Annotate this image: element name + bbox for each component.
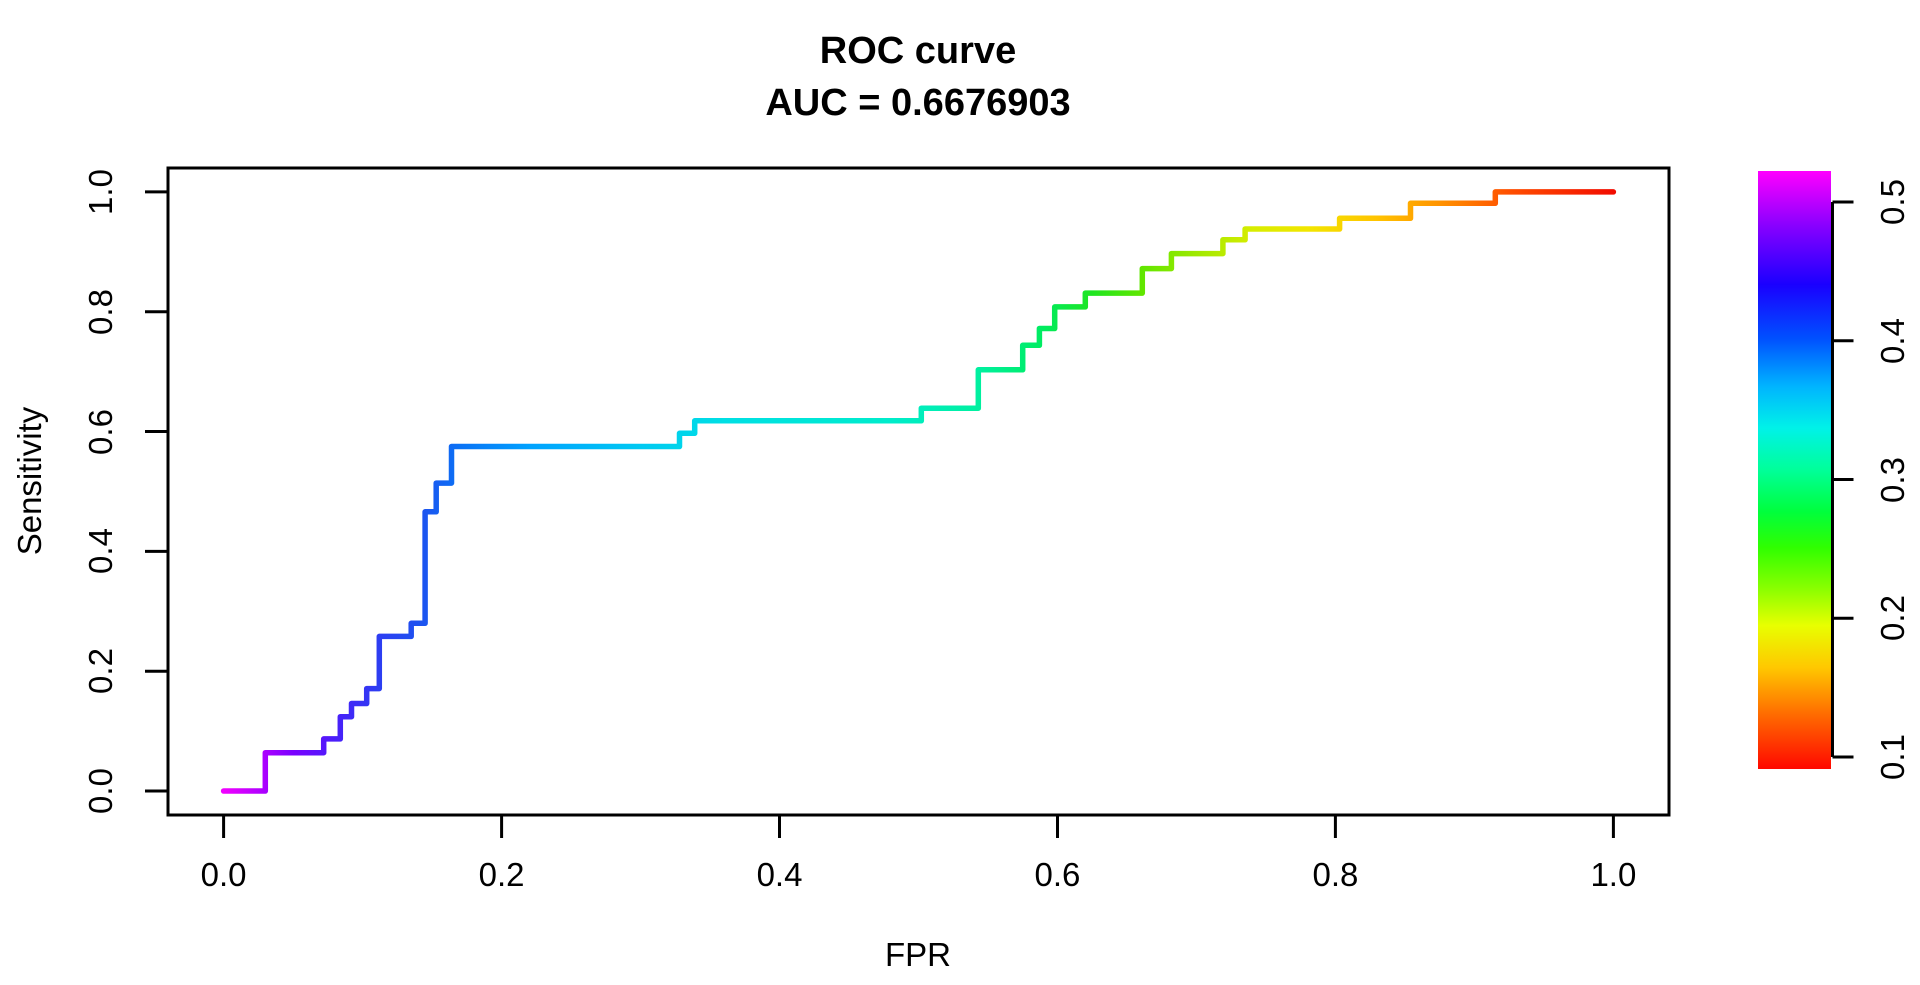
y-axis-title: Sensitivity xyxy=(11,406,48,556)
colorbar-tick-label: 0.4 xyxy=(1874,317,1911,364)
x-tick-label: 0.6 xyxy=(1034,856,1081,893)
chart-title: ROC curve xyxy=(819,30,1017,72)
colorbar-tick-label: 0.5 xyxy=(1874,179,1911,225)
plot-box xyxy=(166,166,1671,817)
x-tick-label: 0.2 xyxy=(478,856,525,893)
y-tick-label: 0.4 xyxy=(82,528,119,575)
y-tick-label: 0.2 xyxy=(82,648,119,695)
colorbar-tick-label: 0.3 xyxy=(1874,456,1911,503)
chart-subtitle: AUC = 0.6676903 xyxy=(765,82,1071,124)
x-tick-label: 0.8 xyxy=(1312,856,1359,893)
y-tick-label: 0.0 xyxy=(82,768,119,814)
x-tick-label: 0.0 xyxy=(200,856,247,893)
x-axis-title: FPR xyxy=(885,936,951,973)
roc-curve xyxy=(220,189,1617,794)
x-tick-label: 1.0 xyxy=(1590,856,1637,893)
colorbar-tick-label: 0.2 xyxy=(1874,595,1911,642)
colorbar-tick-label: 0.1 xyxy=(1874,734,1911,780)
y-tick-label: 1.0 xyxy=(82,168,119,215)
x-tick-label: 0.4 xyxy=(756,856,803,893)
y-tick-label: 0.8 xyxy=(82,288,119,335)
colorbar xyxy=(1758,171,1831,769)
y-tick-label: 0.6 xyxy=(82,408,119,455)
